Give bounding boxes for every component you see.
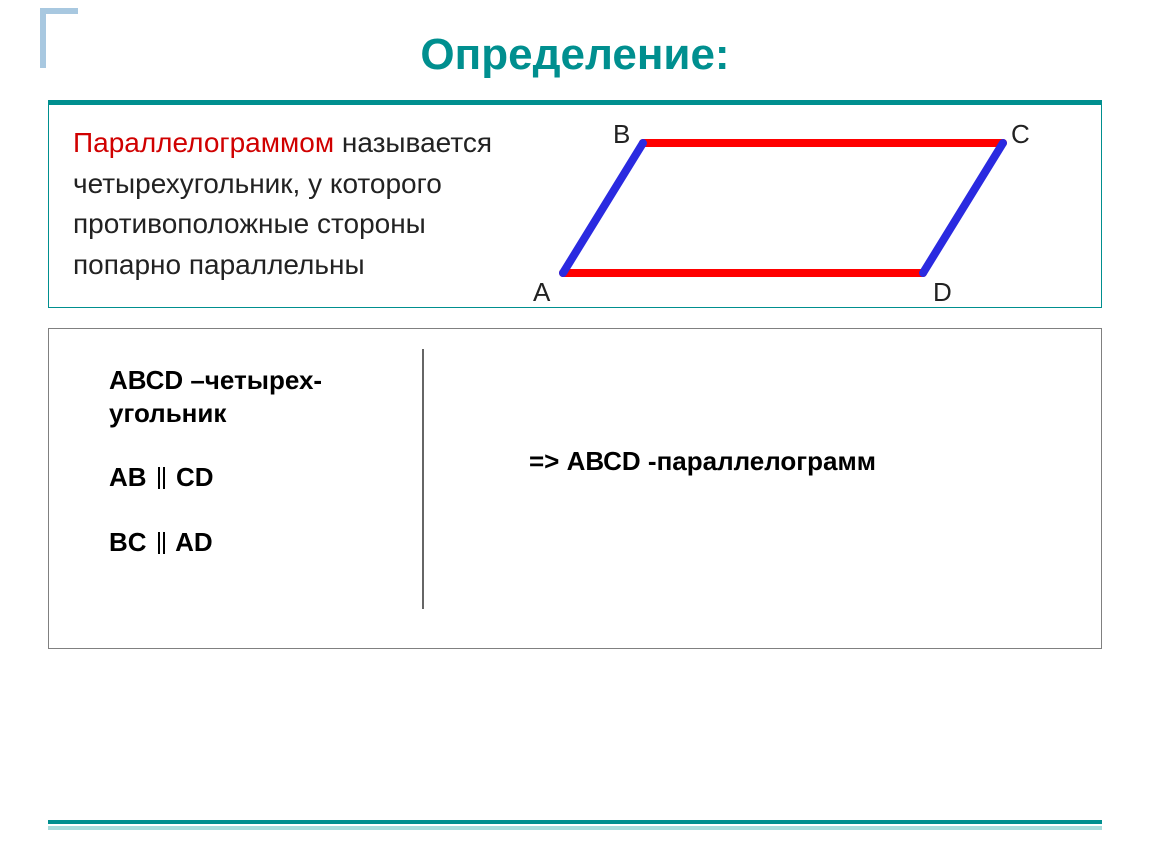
vertex-label-c: C [1011,119,1030,150]
vertex-label-b: B [613,119,630,150]
parallel-icon [158,467,165,489]
premise-ab-cd: AB CD [109,461,409,494]
page-title: Определение: [0,0,1150,100]
decorative-corner [40,8,78,68]
proof-premises: АВСD –четырех-угольник AB CD BC AD [109,364,409,558]
parallelogram-svg [503,123,1063,303]
proof-box: АВСD –четырех-угольник AB CD BC AD => АВ… [48,328,1102,649]
vertex-label-a: A [533,277,550,308]
definition-keyword: Параллелограммом [73,127,334,158]
vertex-label-d: D [933,277,952,308]
definition-text: Параллелограммом называется четырехуголь… [73,123,493,285]
proof-conclusion: => АВСD -параллелограмм [409,446,876,477]
parallelogram-diagram: B C A D [503,123,1077,285]
parallel-icon [158,532,165,554]
definition-box: Параллелограммом называется четырехуголь… [48,104,1102,308]
premises-divider [417,349,437,609]
premise-bc-ad: BC AD [109,526,409,559]
premise-quadrilateral: АВСD –четырех-угольник [109,364,409,429]
footer-rule [48,820,1102,826]
